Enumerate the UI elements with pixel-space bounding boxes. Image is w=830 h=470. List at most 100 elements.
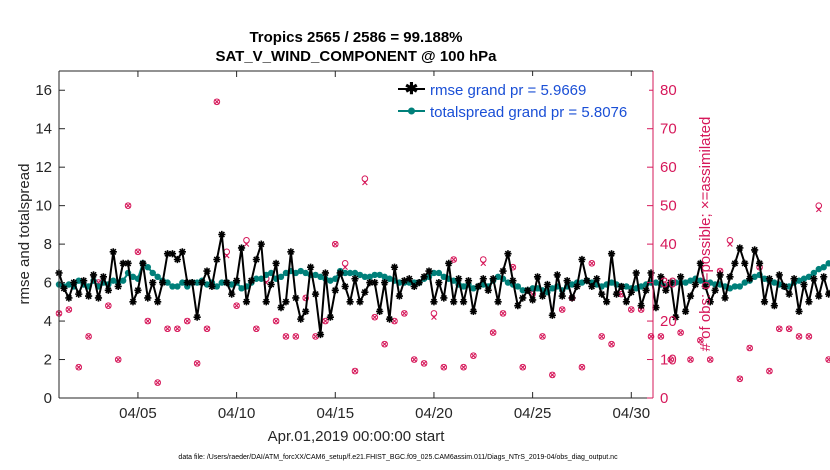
series-point (529, 296, 537, 304)
obs-possible-point (183, 317, 191, 325)
series-point (731, 283, 739, 290)
series-point (800, 280, 808, 289)
series-point (455, 275, 463, 283)
obs-possible-point (302, 294, 309, 302)
obs-assimilated-point (579, 364, 585, 371)
obs-assimilated-point (667, 356, 674, 363)
series-point (543, 280, 552, 289)
obs-assimilated-point (628, 306, 635, 313)
y-tick-label-left: 2 (44, 352, 52, 369)
obs-possible-point (322, 317, 329, 325)
series-point (825, 290, 830, 298)
series-point (356, 271, 364, 279)
series-point (282, 298, 290, 306)
obs-assimilated-point (145, 318, 151, 324)
obs-assimilated-point (766, 368, 773, 374)
series-point (124, 259, 132, 267)
series-point (697, 277, 704, 284)
obs-assimilated-point (164, 325, 171, 332)
series-point (179, 279, 186, 286)
obs-assimilated-point (174, 325, 181, 332)
series-point (361, 288, 369, 296)
series-point (637, 283, 645, 290)
series-point (104, 286, 112, 294)
series-point (696, 259, 704, 267)
obs-possible-point (647, 333, 655, 340)
obs-assimilated-point (253, 325, 260, 332)
series-point (282, 269, 290, 277)
series-point (203, 267, 211, 275)
series-point (825, 260, 830, 267)
obs-possible-point (450, 256, 457, 263)
series-point (533, 273, 542, 281)
obs-assimilated-point (105, 302, 112, 309)
series-point (612, 290, 621, 298)
obs-assimilated-point (125, 202, 131, 209)
obs-assimilated-point (342, 264, 348, 270)
series-point (312, 271, 319, 279)
series-point (790, 275, 798, 283)
series-point (509, 277, 517, 285)
series-point (302, 307, 310, 316)
footer-data-file: data file: /Users/raeder/DAI/ATM_forcXX/… (178, 454, 618, 461)
series-point (356, 298, 364, 306)
series-point (114, 282, 122, 291)
x-axis-ticks: 04/05 04/10 04/15 04/20 04/25 04/30 (119, 71, 650, 422)
series-point (573, 282, 581, 291)
series-point (258, 275, 265, 282)
series-point (321, 269, 330, 277)
y-tick-label-left: 8 (44, 236, 52, 253)
chart-title-line2: SAT_V_WIND_COMPONENT @ 100 hPa (215, 48, 497, 65)
obs-assimilated-point (401, 310, 408, 317)
series-point (159, 278, 167, 287)
series-point (154, 298, 162, 306)
obs-assimilated-point (411, 356, 418, 363)
obs-assimilated-point (332, 241, 339, 247)
obs-possible-point (460, 363, 467, 371)
series-point (632, 269, 640, 277)
obs-possible-point (420, 360, 428, 367)
obs-possible-point (815, 202, 823, 209)
obs-possible-point (75, 363, 83, 371)
obs-possible-point (795, 333, 803, 340)
series-point (292, 294, 300, 302)
obs-assimilated-point (223, 252, 230, 259)
obs-possible-point (341, 260, 349, 267)
series-point (741, 279, 748, 286)
series-point (341, 269, 349, 277)
series-point (267, 280, 275, 289)
obs-assimilated-point (460, 364, 467, 371)
series-point (440, 273, 448, 281)
x-tick-label: 04/25 (514, 405, 552, 422)
obs-possible-point (746, 344, 753, 352)
obs-assimilated-point (480, 260, 487, 267)
obs-possible-point (65, 306, 73, 313)
x-tick-label: 04/20 (415, 405, 453, 422)
obs-possible-point (124, 202, 132, 209)
series-point (119, 277, 127, 284)
series-point (110, 277, 117, 284)
obs-assimilated-point (549, 372, 556, 378)
series-point (667, 278, 675, 287)
series-point (420, 273, 428, 281)
series-point (558, 292, 566, 300)
obs-assimilated-point (273, 318, 279, 324)
obs-possible-point (657, 333, 665, 340)
series-point (450, 298, 458, 306)
x-tick-label: 04/15 (317, 405, 355, 422)
obs-possible-point (154, 379, 161, 386)
series-point (607, 250, 616, 258)
obs-possible-point (371, 313, 379, 321)
obs-possible-point (410, 356, 418, 363)
obs-assimilated-point (470, 352, 477, 359)
series-point (346, 298, 354, 306)
obs-assimilated-point (608, 341, 615, 347)
series-point (134, 286, 142, 294)
series-point (213, 255, 221, 264)
obs-assimilated-point (66, 306, 72, 313)
obs-assimilated-point (589, 260, 595, 267)
y-tick-label-right: 0 (660, 390, 668, 407)
obs-assimilated-point (75, 364, 82, 371)
series-point (119, 259, 127, 267)
x-tick-label: 04/10 (218, 405, 256, 422)
